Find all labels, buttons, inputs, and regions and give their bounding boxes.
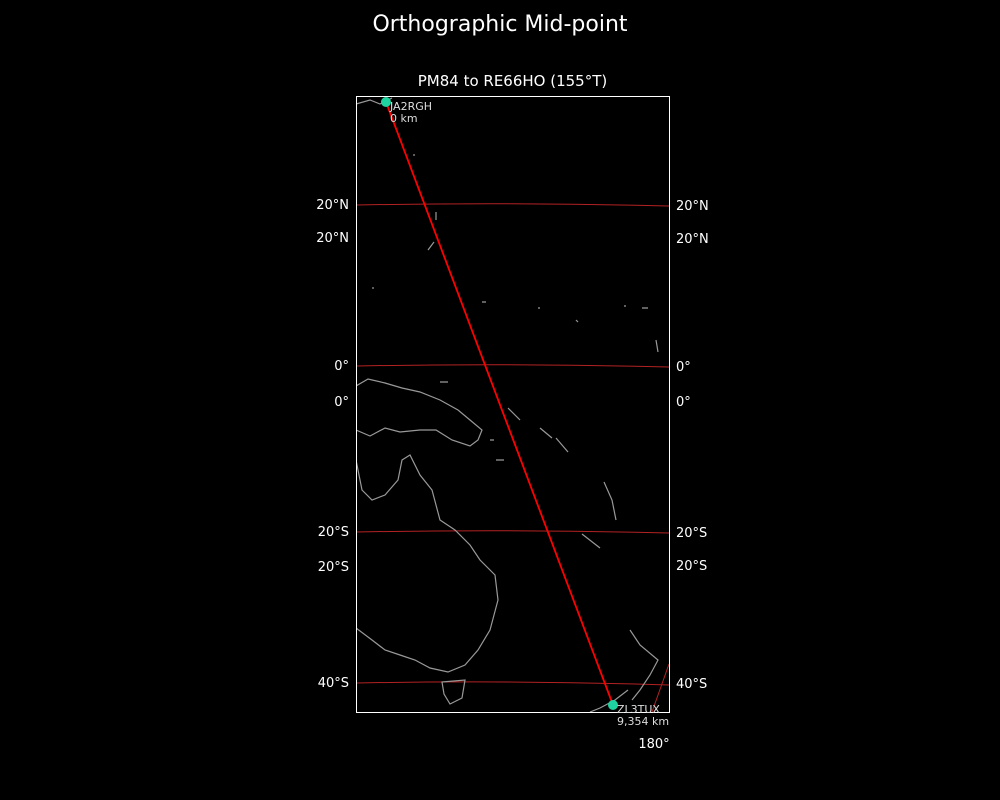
meridian-180 bbox=[651, 663, 669, 712]
coastlines bbox=[356, 97, 659, 712]
lat-label: 20°S bbox=[318, 525, 349, 540]
lat-label: 0° bbox=[676, 360, 691, 375]
lat-label: 40°S bbox=[676, 677, 707, 692]
station-distance-end: 9,354 km bbox=[617, 715, 669, 728]
map-frame bbox=[356, 96, 670, 713]
lat-label: 40°S bbox=[318, 676, 349, 691]
parallel-0 bbox=[356, 364, 669, 368]
station-marker-end[interactable] bbox=[608, 700, 618, 710]
lat-label: 20°N bbox=[316, 198, 349, 213]
tasmania-coast bbox=[441, 679, 466, 705]
vanuatu bbox=[603, 481, 617, 521]
lat-label: 20°N bbox=[316, 231, 349, 246]
lat-label: 0° bbox=[334, 395, 349, 410]
parallel-20s bbox=[356, 530, 669, 534]
lon-label: 180° bbox=[638, 737, 669, 752]
lat-label: 20°S bbox=[676, 526, 707, 541]
new-guinea-coast bbox=[356, 378, 483, 447]
graticule bbox=[356, 203, 669, 712]
pacific-islets bbox=[372, 154, 659, 461]
new-caledonia bbox=[581, 533, 601, 549]
lat-label: 20°S bbox=[318, 560, 349, 575]
station-distance-start: 0 km bbox=[390, 112, 418, 125]
new-zealand-north bbox=[629, 629, 659, 701]
parallel-40s bbox=[356, 681, 669, 686]
station-label-start: JA2RGH bbox=[389, 100, 432, 113]
lat-label: 20°S bbox=[676, 559, 707, 574]
lat-label: 0° bbox=[334, 359, 349, 374]
great-circle-path bbox=[385, 101, 614, 706]
latitude-labels-right: 20°N 20°N 0° 0° 20°S 20°S 40°S bbox=[676, 199, 709, 692]
lat-label: 0° bbox=[676, 395, 691, 410]
lat-label: 20°N bbox=[676, 199, 709, 214]
parallel-20n bbox=[356, 203, 669, 207]
station-label-end: ZL3TUX bbox=[617, 703, 660, 716]
solomon-islands bbox=[507, 407, 569, 453]
map-subtitle: PM84 to RE66HO (155°T) bbox=[417, 72, 608, 90]
station-marker-start[interactable] bbox=[381, 97, 391, 107]
new-zealand-south bbox=[589, 689, 629, 712]
lat-label: 20°N bbox=[676, 232, 709, 247]
latitude-labels-left: 20°N 20°N 0° 0° 20°S 20°S 40°S bbox=[316, 198, 349, 691]
figure-title: Orthographic Mid-point bbox=[372, 12, 628, 37]
australia-coast bbox=[356, 454, 499, 673]
